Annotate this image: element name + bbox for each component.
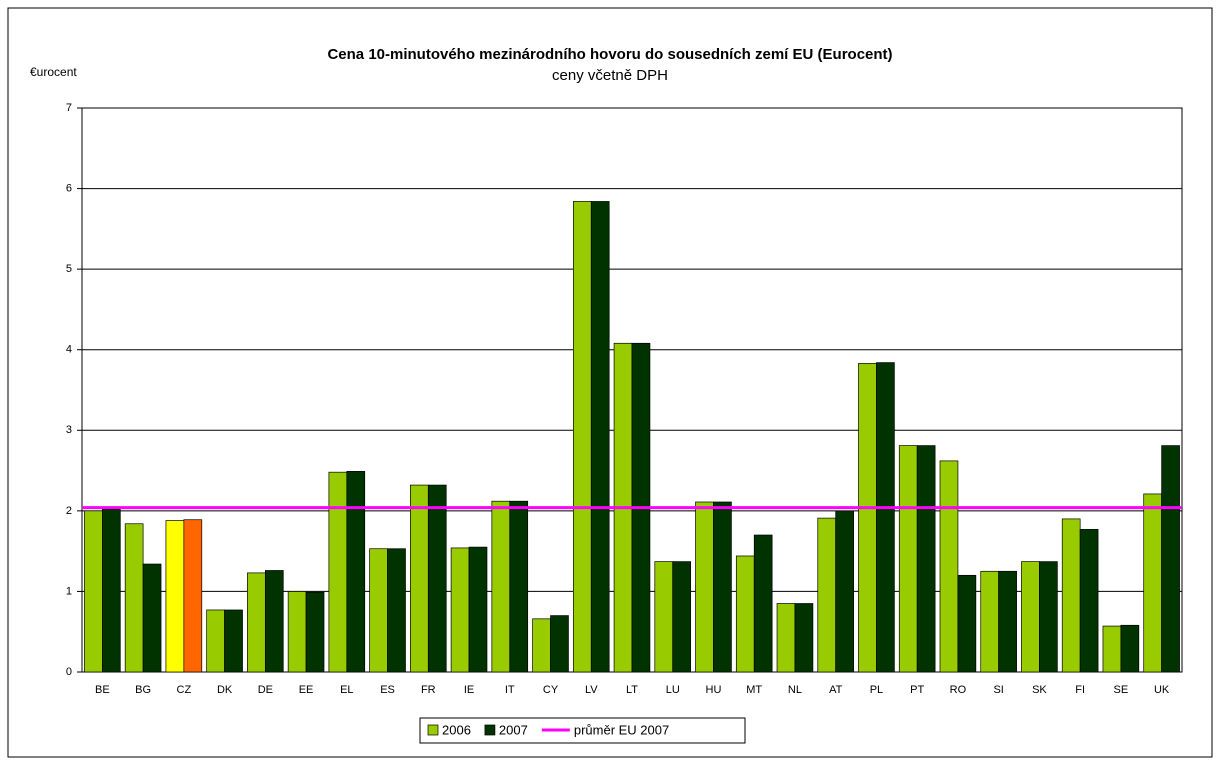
bar xyxy=(468,546,488,673)
x-tick-label: UK xyxy=(1154,684,1170,696)
bar xyxy=(328,471,348,673)
chart-title: Cena 10-minutového mezinárodního hovoru … xyxy=(327,46,892,63)
legend-label: 2007 xyxy=(499,722,528,737)
x-tick-label: LT xyxy=(626,684,638,696)
y-tick-label: 7 xyxy=(66,102,72,114)
bar xyxy=(1102,625,1122,673)
x-tick-label: ES xyxy=(380,684,395,696)
x-tick-label: EL xyxy=(340,684,353,696)
y-tick-label: 2 xyxy=(66,505,72,517)
bar xyxy=(165,520,185,673)
bar xyxy=(672,561,692,673)
x-tick-label: SK xyxy=(1032,684,1047,696)
bar xyxy=(264,570,284,673)
bar xyxy=(753,534,773,673)
bar xyxy=(450,547,470,673)
x-tick-label: DE xyxy=(258,684,273,696)
x-tick-label: MT xyxy=(746,684,762,696)
y-tick-label: 1 xyxy=(66,585,72,597)
bar xyxy=(939,460,959,673)
x-tick-label: IE xyxy=(464,684,474,696)
y-axis-label: €urocent xyxy=(30,65,77,79)
bar xyxy=(1021,561,1040,673)
y-tick-label: 5 xyxy=(66,263,72,275)
x-tick-label: CZ xyxy=(177,684,192,696)
x-tick-label: HU xyxy=(706,684,722,696)
bar xyxy=(102,508,121,673)
bar xyxy=(206,609,225,673)
bar xyxy=(124,523,144,673)
x-tick-label: LU xyxy=(666,684,680,696)
x-tick-label: SI xyxy=(993,684,1003,696)
bar xyxy=(590,201,610,673)
x-tick-label: IT xyxy=(505,684,515,696)
x-tick-label: SE xyxy=(1114,684,1129,696)
y-tick-label: 6 xyxy=(66,182,72,194)
bar xyxy=(142,563,162,673)
y-tick-label: 3 xyxy=(66,424,72,436)
bar xyxy=(346,471,366,673)
bar xyxy=(713,501,732,673)
bar xyxy=(1161,445,1180,673)
bar xyxy=(898,445,918,673)
x-tick-label: LV xyxy=(585,684,598,696)
bar xyxy=(247,572,266,673)
bar xyxy=(550,615,569,673)
bar xyxy=(387,548,406,673)
x-tick-label: FI xyxy=(1075,684,1085,696)
bar xyxy=(998,570,1017,673)
bar xyxy=(491,500,511,673)
bar xyxy=(916,445,936,673)
bar xyxy=(84,510,103,673)
bar xyxy=(695,501,714,673)
x-tick-label: PL xyxy=(870,684,883,696)
bar xyxy=(287,591,307,673)
bar xyxy=(1079,529,1099,673)
bar xyxy=(427,484,447,673)
x-tick-label: FR xyxy=(421,684,436,696)
bar xyxy=(1143,493,1162,673)
x-tick-label: DK xyxy=(217,684,233,696)
legend-label: průměr EU 2007 xyxy=(574,722,669,737)
bar xyxy=(224,609,243,673)
bar xyxy=(369,548,388,673)
bar xyxy=(980,570,1000,673)
bar xyxy=(1120,624,1140,673)
x-tick-label: AT xyxy=(829,684,843,696)
bar xyxy=(1039,561,1058,673)
bar xyxy=(817,517,837,673)
x-tick-label: RO xyxy=(950,684,967,696)
x-tick-label: EE xyxy=(299,684,314,696)
bar xyxy=(957,574,977,673)
x-tick-label: PT xyxy=(910,684,924,696)
x-tick-label: CY xyxy=(543,684,559,696)
x-tick-label: BE xyxy=(95,684,110,696)
y-tick-label: 4 xyxy=(66,344,72,356)
y-tick-label: 0 xyxy=(66,666,72,678)
bar xyxy=(876,362,895,673)
x-tick-label: NL xyxy=(788,684,802,696)
bar xyxy=(183,519,203,673)
legend xyxy=(419,717,746,744)
bar xyxy=(410,484,429,673)
bar xyxy=(1061,518,1081,673)
chart-subtitle: ceny včetně DPH xyxy=(552,67,668,84)
legend-swatch xyxy=(484,724,496,736)
bar xyxy=(532,618,551,673)
bar xyxy=(305,591,325,673)
bar xyxy=(654,561,674,673)
bar xyxy=(776,603,796,673)
legend-label: 2006 xyxy=(442,722,471,737)
legend-swatch xyxy=(427,724,439,736)
bar xyxy=(835,510,854,673)
bar xyxy=(509,500,529,673)
bar xyxy=(794,603,814,673)
x-tick-label: BG xyxy=(135,684,151,696)
bar xyxy=(735,555,755,673)
bar xyxy=(858,363,877,673)
bar xyxy=(572,201,592,673)
